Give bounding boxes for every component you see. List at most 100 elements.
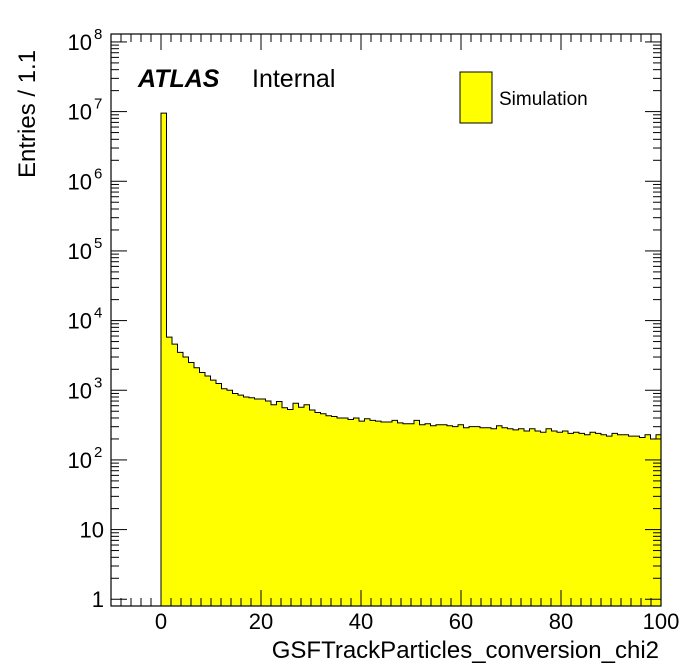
axis-ticks (110, 34, 662, 606)
histogram-bar (370, 420, 376, 606)
histogram-bar (529, 428, 536, 606)
histogram-bar (617, 434, 624, 606)
histogram-bar (249, 397, 255, 606)
histogram-bar (656, 434, 662, 606)
histogram-bar (601, 434, 607, 606)
histogram-bar (595, 433, 602, 606)
histogram-bar (221, 388, 228, 606)
y-tick-label-exponent: 8 (94, 26, 102, 43)
histogram-bar (260, 398, 266, 606)
histogram-bar (491, 428, 497, 606)
histogram-bar (441, 424, 448, 606)
y-tick-label-base: 10 (68, 448, 92, 473)
histogram-bar (535, 431, 541, 606)
y-tick-label: 10 (80, 518, 104, 543)
histogram-bar (326, 415, 332, 606)
histogram-bar (557, 432, 563, 606)
histogram-bar (469, 426, 475, 606)
histogram-bar (265, 401, 272, 606)
histogram-bar (458, 424, 464, 606)
histogram-bar (375, 421, 382, 606)
histogram-bar (304, 404, 310, 606)
y-tick-label-base: 10 (68, 30, 92, 55)
histogram-bar (496, 425, 503, 606)
histogram-bar (331, 416, 338, 606)
histogram-bar (612, 433, 618, 606)
legend-entry-simulation: Simulation (499, 89, 588, 110)
histogram-bar (408, 423, 415, 606)
histogram-bar (276, 401, 283, 606)
x-axis-label: GSFTrackParticles_conversion_chi2 (272, 637, 659, 664)
histogram-bar (507, 428, 514, 606)
histogram-bar (353, 417, 360, 606)
histogram-bar (386, 422, 393, 606)
histogram-bar (430, 425, 437, 606)
histogram-bar (238, 395, 244, 606)
histogram-bar (436, 424, 442, 606)
histogram-bar (227, 390, 233, 606)
histogram-bar (551, 431, 558, 606)
histogram-bar (188, 362, 195, 606)
y-tick-label: 1 (92, 587, 104, 612)
y-tick-label-exponent: 5 (94, 235, 102, 252)
histogram-bar (474, 426, 481, 606)
y-tick-label-exponent: 2 (94, 444, 102, 461)
x-tick-labels: 0 20 40 60 80 100 (155, 609, 679, 634)
histogram-bar (210, 380, 217, 606)
histogram-bar (447, 425, 453, 606)
histogram-bar (183, 357, 189, 606)
plot-frame (110, 33, 662, 607)
histogram-bar (579, 433, 585, 606)
histogram-bar (397, 422, 404, 606)
histogram-bar (315, 412, 321, 606)
histogram-bar (419, 424, 426, 606)
histogram-bar (216, 383, 222, 606)
y-tick-label-base: 10 (68, 100, 92, 125)
histogram-bar (414, 420, 420, 606)
histogram-bar (172, 344, 178, 606)
histogram-bar (485, 427, 492, 606)
histogram-bar (177, 352, 184, 606)
histogram-bar (337, 417, 343, 606)
histogram-bar (628, 436, 635, 606)
histogram-bar (359, 421, 365, 606)
histogram-bar (546, 428, 552, 606)
legend-swatch (459, 71, 493, 124)
y-tick-label-exponent: 7 (94, 96, 102, 113)
histogram-bar (568, 433, 574, 606)
x-tick-label: 80 (549, 609, 573, 634)
histogram-bar (271, 404, 277, 606)
histogram-bar (194, 367, 200, 606)
x-tick-label: 100 (643, 609, 680, 634)
histogram-bars (161, 113, 662, 606)
histogram-bar (606, 436, 613, 606)
histogram-bar (293, 403, 299, 606)
histogram-bar (650, 438, 657, 606)
histogram-bar (254, 398, 261, 606)
histogram-bar (502, 427, 508, 606)
y-tick-label-base: 10 (68, 169, 92, 194)
y-tick-label-base: 10 (68, 309, 92, 334)
histogram-bar (232, 393, 239, 606)
histogram-bar (524, 431, 530, 606)
x-tick-label: 60 (449, 609, 473, 634)
histogram-bar (298, 407, 305, 606)
histogram-bar (205, 376, 211, 606)
histogram-bar (540, 432, 547, 606)
histogram-bar (480, 427, 486, 606)
atlas-label: ATLAS (137, 65, 220, 93)
y-axis-label: Entries / 1.1 (14, 50, 41, 178)
histogram-bar (166, 337, 173, 606)
y-tick-label-exponent: 3 (94, 374, 102, 391)
histogram-bar (342, 417, 349, 606)
histogram-bar (282, 407, 288, 606)
histogram-bar (287, 409, 294, 606)
y-tick-label-exponent: 6 (94, 165, 102, 182)
x-tick-label: 40 (349, 609, 373, 634)
histogram-bar (639, 437, 646, 606)
histogram-bar (403, 423, 409, 606)
histogram-bar (645, 434, 651, 606)
histogram-bar (634, 436, 640, 606)
